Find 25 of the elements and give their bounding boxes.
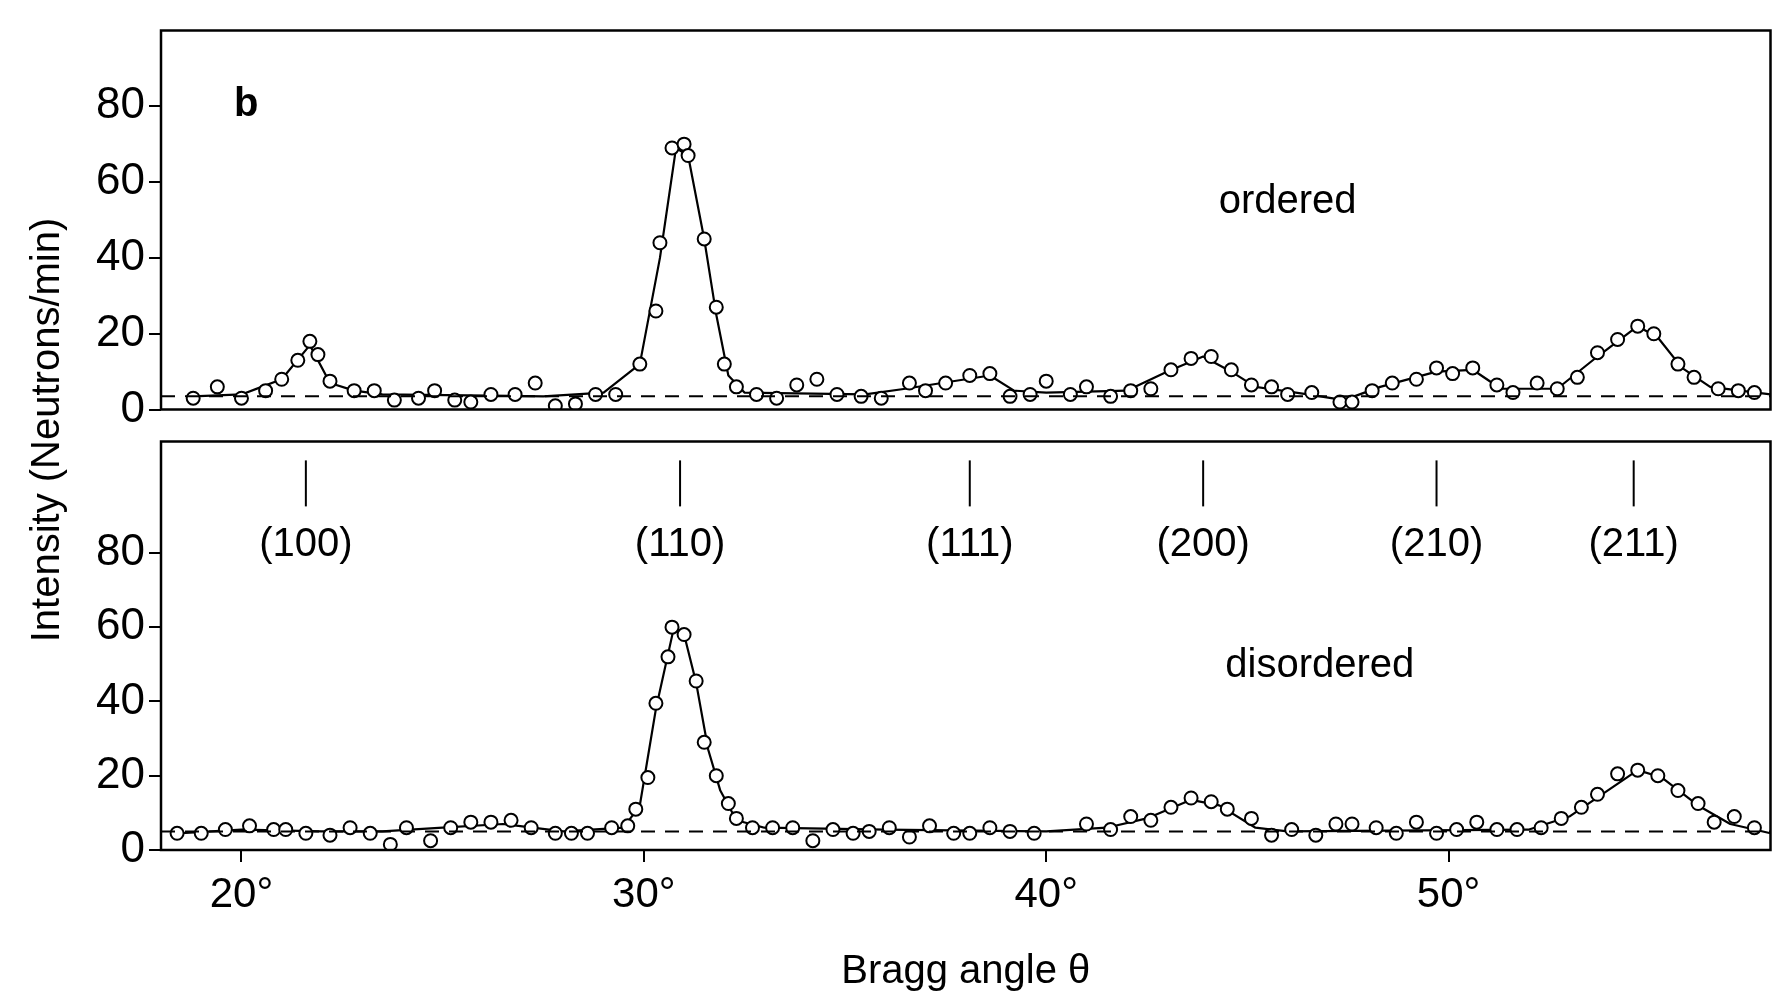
y-tick-label: 40 <box>96 230 145 280</box>
y-tick-label: 80 <box>96 78 145 128</box>
x-axis-title: Bragg angle θ <box>841 947 1091 992</box>
y-tick-label: 80 <box>96 524 145 574</box>
annotation: b <box>234 80 259 125</box>
y-axis-title: Intensity (Neutrons/min) <box>22 217 68 643</box>
y-tick-label: 0 <box>120 822 145 872</box>
x-tick-label: 20° <box>209 868 274 916</box>
annotation: disordered <box>1225 640 1415 685</box>
annotation: (211) <box>1588 520 1679 565</box>
annotation: (100) <box>259 520 353 565</box>
y-tick-label: 20 <box>96 747 145 797</box>
x-tick-label: 30° <box>612 868 676 916</box>
x-tick-label: 40° <box>1014 868 1078 916</box>
x-tick-label: 50° <box>1416 868 1481 916</box>
y-tick-label: 60 <box>96 154 145 204</box>
y-tick-label: 40 <box>96 673 145 723</box>
annotation: (200) <box>1156 520 1250 565</box>
annotation: ordered <box>1218 176 1357 221</box>
y-tick-label: 0 <box>120 381 145 431</box>
y-tick-label: 20 <box>96 305 145 355</box>
y-tick-label: 60 <box>96 599 145 649</box>
annotation: (210) <box>1389 520 1484 565</box>
annotation: (111) <box>926 520 1014 565</box>
annotation: (110) <box>634 520 726 565</box>
